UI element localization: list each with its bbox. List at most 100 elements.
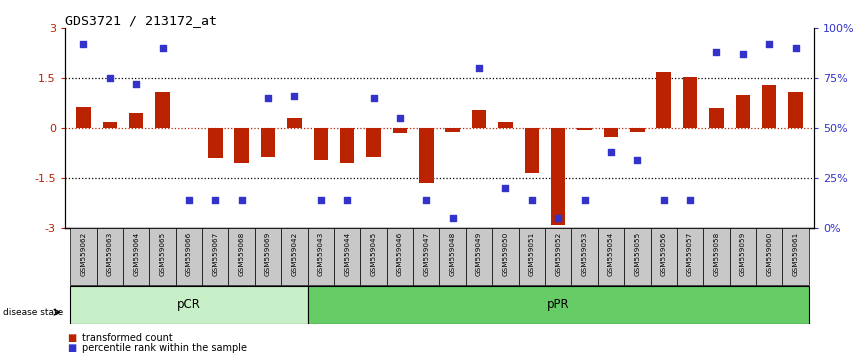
Text: GSM559064: GSM559064 <box>133 232 139 276</box>
Bar <box>202 228 229 285</box>
Bar <box>630 129 644 132</box>
Text: GSM559057: GSM559057 <box>687 232 693 276</box>
Point <box>656 198 670 203</box>
Bar <box>419 129 434 183</box>
Bar <box>129 113 144 129</box>
Point <box>129 81 143 87</box>
Text: pPR: pPR <box>546 298 570 311</box>
Bar <box>604 129 618 137</box>
Bar <box>551 129 565 225</box>
Bar <box>730 228 756 285</box>
Bar <box>682 77 697 129</box>
Bar <box>76 107 91 129</box>
Bar <box>334 228 360 285</box>
Point <box>762 41 776 47</box>
Text: GSM559048: GSM559048 <box>449 232 456 276</box>
Point <box>393 115 407 121</box>
Point <box>209 198 223 203</box>
Bar <box>288 118 301 129</box>
Bar <box>650 228 677 285</box>
Point <box>552 216 565 221</box>
Text: GSM559063: GSM559063 <box>107 232 113 276</box>
Bar <box>762 85 777 129</box>
Bar <box>307 228 334 285</box>
Point <box>604 149 617 155</box>
Text: GSM559042: GSM559042 <box>292 232 297 276</box>
Point <box>182 198 196 203</box>
Text: GSM559053: GSM559053 <box>582 232 587 276</box>
Bar <box>498 122 513 129</box>
Text: GSM559056: GSM559056 <box>661 232 667 276</box>
Bar <box>70 228 97 285</box>
Bar <box>545 228 572 285</box>
Text: GSM559043: GSM559043 <box>318 232 324 276</box>
Point <box>736 51 750 57</box>
Point <box>288 93 301 99</box>
Bar <box>525 129 539 173</box>
Bar <box>472 110 487 129</box>
Text: GSM559049: GSM559049 <box>476 232 482 276</box>
Bar <box>313 129 328 160</box>
Text: GSM559068: GSM559068 <box>239 232 245 276</box>
Bar <box>703 228 730 285</box>
Text: GSM559058: GSM559058 <box>714 232 720 276</box>
Text: GSM559059: GSM559059 <box>740 232 746 276</box>
Text: GSM559044: GSM559044 <box>344 232 350 276</box>
Bar <box>572 228 598 285</box>
Point <box>525 198 539 203</box>
Text: transformed count: transformed count <box>82 333 173 343</box>
Point <box>472 65 486 71</box>
Bar <box>261 129 275 157</box>
Bar <box>176 228 202 285</box>
Point <box>76 41 90 47</box>
Text: GSM559066: GSM559066 <box>186 232 192 276</box>
Text: GSM559060: GSM559060 <box>766 232 772 276</box>
Text: GSM559045: GSM559045 <box>371 232 377 276</box>
Bar <box>677 228 703 285</box>
Bar <box>360 228 387 285</box>
Point <box>709 50 723 55</box>
Bar <box>656 72 671 129</box>
Point <box>630 158 644 163</box>
Text: GSM559046: GSM559046 <box>397 232 403 276</box>
Point <box>313 198 327 203</box>
Bar <box>445 129 460 132</box>
Bar <box>102 122 117 129</box>
Point <box>262 96 275 101</box>
Text: GDS3721 / 213172_at: GDS3721 / 213172_at <box>65 14 217 27</box>
Bar <box>624 228 650 285</box>
Bar <box>439 228 466 285</box>
Text: GSM559062: GSM559062 <box>81 232 87 276</box>
Bar <box>392 129 407 133</box>
Point <box>419 198 433 203</box>
Text: GSM559067: GSM559067 <box>212 232 218 276</box>
Bar <box>281 228 307 285</box>
Bar <box>70 286 307 324</box>
Text: GSM559055: GSM559055 <box>634 232 640 276</box>
Point <box>578 198 591 203</box>
Text: GSM559052: GSM559052 <box>555 232 561 276</box>
Text: pCR: pCR <box>177 298 201 311</box>
Text: percentile rank within the sample: percentile rank within the sample <box>82 343 248 353</box>
Text: ■: ■ <box>68 333 77 343</box>
Bar <box>387 228 413 285</box>
Bar <box>756 228 782 285</box>
Bar <box>155 92 170 129</box>
Bar <box>149 228 176 285</box>
Point <box>103 75 117 81</box>
Bar <box>229 228 255 285</box>
Point <box>235 198 249 203</box>
Bar <box>578 129 591 130</box>
Bar <box>519 228 545 285</box>
Bar <box>788 92 803 129</box>
Text: disease state: disease state <box>3 308 63 317</box>
Text: GSM559065: GSM559065 <box>159 232 165 276</box>
Bar <box>735 95 750 129</box>
Text: GSM559050: GSM559050 <box>502 232 508 276</box>
Point <box>446 216 460 221</box>
Bar <box>709 108 724 129</box>
Text: GSM559069: GSM559069 <box>265 232 271 276</box>
Bar <box>782 228 809 285</box>
Text: GSM559047: GSM559047 <box>423 232 430 276</box>
Text: GSM559051: GSM559051 <box>529 232 535 276</box>
